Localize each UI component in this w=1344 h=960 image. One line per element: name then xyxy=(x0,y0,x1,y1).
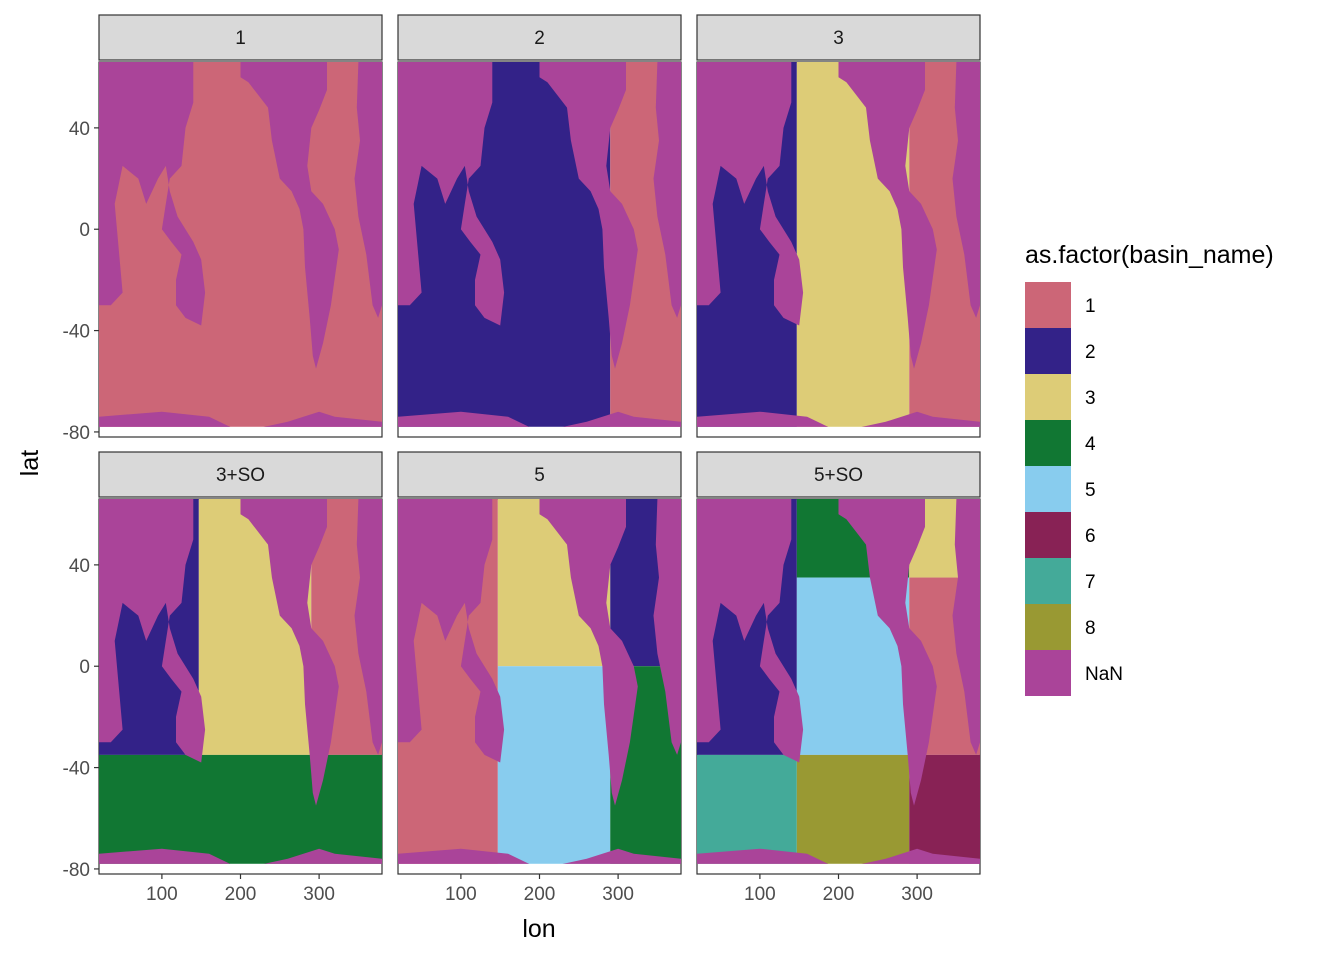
legend: as.factor(basin_name) 1 2 3 4 5 6 7 8 NaN xyxy=(1025,241,1274,696)
x-axis-title: lon xyxy=(522,915,555,943)
legend-key-3 xyxy=(1025,374,1071,420)
legend-key-1 xyxy=(1025,282,1071,328)
facet-strip-label: 5 xyxy=(534,465,545,486)
x-tick-label: 300 xyxy=(901,884,933,905)
land-nan-region xyxy=(398,499,505,763)
land-nan-region xyxy=(697,499,804,763)
land-nan-region xyxy=(398,62,505,326)
legend-label: 3 xyxy=(1085,388,1096,409)
land-nan-region xyxy=(99,411,382,427)
y-tick-label: -80 xyxy=(63,860,90,881)
y-tick-label: -40 xyxy=(63,322,90,343)
facet-strip xyxy=(696,451,981,498)
land-nan-region xyxy=(952,62,980,318)
land-nan-region xyxy=(697,411,980,427)
land-nan-region xyxy=(99,62,206,326)
y-tick-label: 0 xyxy=(79,657,90,678)
facet-strip-label: 2 xyxy=(534,28,545,49)
legend-label: 4 xyxy=(1085,434,1096,455)
facet-strip-label: 3+SO xyxy=(216,465,265,486)
facet-strip-label: 3 xyxy=(833,28,844,49)
facet-panel-3+SO: 3+SO xyxy=(98,451,383,875)
legend-key-2 xyxy=(1025,328,1071,374)
legend-title: as.factor(basin_name) xyxy=(1025,241,1274,269)
land-nan-region xyxy=(354,62,382,318)
land-nan-region xyxy=(354,499,382,755)
legend-key-5 xyxy=(1025,466,1071,512)
land-nan-region xyxy=(539,62,638,369)
legend-label: 6 xyxy=(1085,526,1096,547)
land-nan-region xyxy=(952,499,980,755)
legend-label: 5 xyxy=(1085,480,1096,501)
y-tick-label: -40 xyxy=(63,759,90,780)
x-tick-label: 200 xyxy=(225,884,257,905)
land-nan-region xyxy=(838,499,937,806)
land-nan-region xyxy=(398,848,681,864)
y-tick-label: 40 xyxy=(69,119,90,140)
facet-strip xyxy=(397,14,682,61)
legend-label: 1 xyxy=(1085,296,1096,317)
legend-key-8 xyxy=(1025,604,1071,650)
facet-panels: 1 2 3 3+SO 5 5+SO xyxy=(98,14,981,875)
land-nan-region xyxy=(653,62,681,318)
land-nan-region xyxy=(653,499,681,755)
facet-strip xyxy=(397,451,682,498)
y-tick-label: 40 xyxy=(69,556,90,577)
facet-strip-label: 5+SO xyxy=(814,465,863,486)
x-tick-label: 200 xyxy=(823,884,855,905)
facet-panel-1: 1 xyxy=(98,14,383,438)
legend-label: 7 xyxy=(1085,572,1096,593)
legend-key-NaN xyxy=(1025,650,1071,696)
y-axis-title: lat xyxy=(16,450,44,476)
land-nan-region xyxy=(838,62,937,369)
facet-strip xyxy=(98,14,383,61)
facet-panel-2: 2 xyxy=(397,14,682,438)
legend-key-4 xyxy=(1025,420,1071,466)
land-nan-region xyxy=(539,499,638,806)
x-tick-label: 300 xyxy=(303,884,335,905)
legend-label: 8 xyxy=(1085,618,1096,639)
facet-panel-3: 3 xyxy=(696,14,981,438)
legend-label: 2 xyxy=(1085,342,1096,363)
x-tick-label: 100 xyxy=(146,884,178,905)
land-nan-region xyxy=(240,499,339,806)
y-tick-label: -80 xyxy=(63,423,90,444)
basin-region-8 xyxy=(796,754,910,864)
x-tick-label: 100 xyxy=(744,884,776,905)
x-tick-label: 300 xyxy=(602,884,634,905)
land-nan-region xyxy=(697,62,804,326)
land-nan-region xyxy=(697,848,980,864)
y-tick-label: 0 xyxy=(79,220,90,241)
land-nan-region xyxy=(398,411,681,427)
land-nan-region xyxy=(99,499,206,763)
facet-panel-5+SO: 5+SO xyxy=(696,451,981,875)
facet-panel-5: 5 xyxy=(397,451,682,875)
facet-strip xyxy=(696,14,981,61)
basin-region-7 xyxy=(697,754,797,864)
x-tick-label: 200 xyxy=(524,884,556,905)
land-nan-region xyxy=(240,62,339,369)
land-nan-region xyxy=(99,848,382,864)
x-tick-label: 100 xyxy=(445,884,477,905)
facet-strip xyxy=(98,451,383,498)
legend-label: NaN xyxy=(1085,664,1123,685)
basin-region-5 xyxy=(497,666,611,864)
facet-strip-label: 1 xyxy=(235,28,246,49)
legend-key-6 xyxy=(1025,512,1071,558)
axes: 40 0 -40 -80 40 0 -40 -80 100 200 300 100 200 300 100 2… xyxy=(63,119,933,905)
basin-region-4 xyxy=(99,754,382,864)
legend-key-7 xyxy=(1025,558,1071,604)
